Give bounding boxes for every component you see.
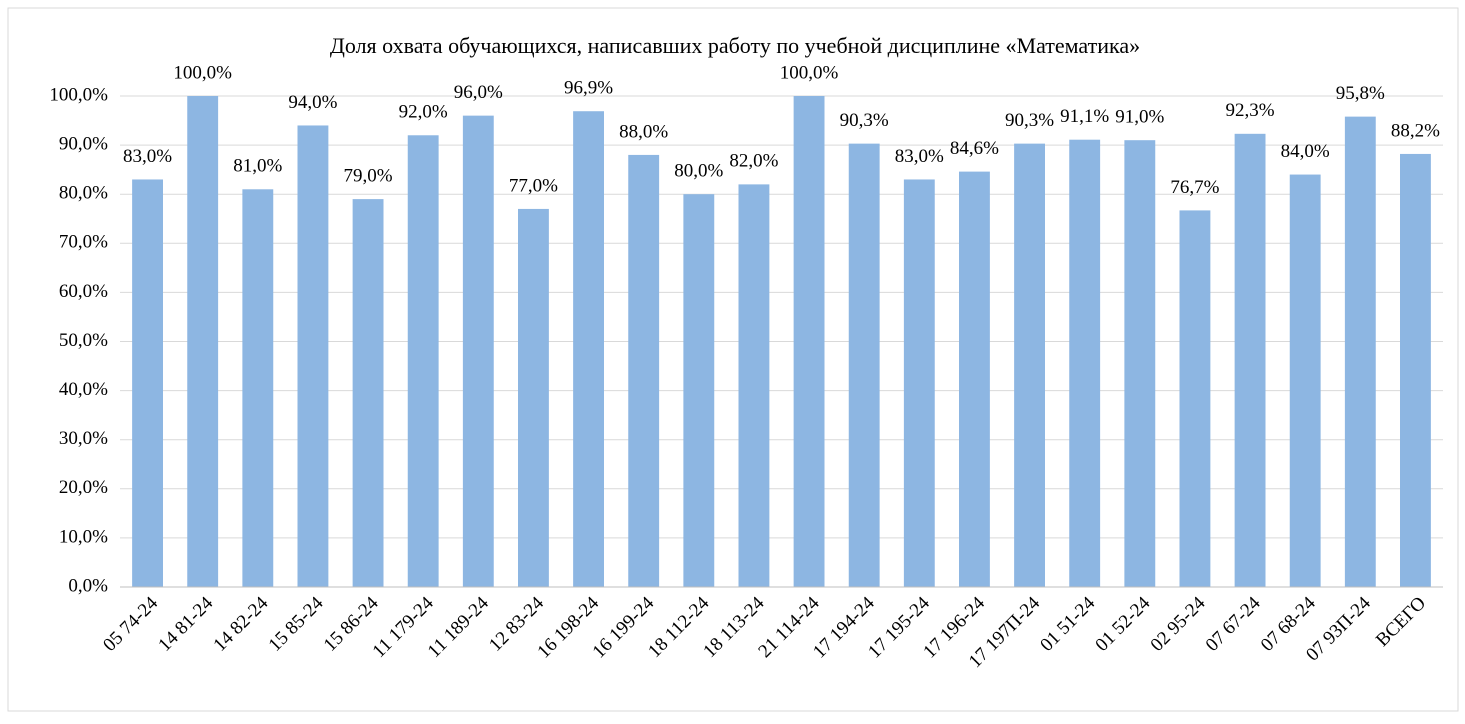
bar: [462, 115, 494, 587]
value-label: 88,0%: [619, 121, 668, 142]
value-label: 84,6%: [950, 138, 999, 159]
value-label: 80,0%: [674, 161, 723, 182]
bar: [297, 125, 329, 588]
y-tick-label: 90,0%: [59, 133, 108, 154]
value-label: 91,0%: [1115, 107, 1164, 128]
value-label: 100,0%: [780, 62, 839, 83]
bar: [573, 111, 604, 587]
bar: [407, 135, 439, 587]
value-label: 81,0%: [233, 156, 282, 177]
bar: [187, 96, 219, 587]
value-label: 83,0%: [123, 146, 172, 167]
value-label: 91,1%: [1060, 106, 1109, 127]
value-label: 83,0%: [895, 146, 944, 167]
bar: [1234, 133, 1266, 587]
chart-title: Доля охвата обучающихся, написавших рабо…: [330, 33, 1140, 58]
bar: [352, 199, 384, 588]
bar: [903, 179, 935, 587]
value-label: 84,0%: [1281, 141, 1330, 162]
value-label: 76,7%: [1170, 177, 1219, 198]
value-label: 96,0%: [454, 82, 503, 103]
bar: [683, 194, 715, 587]
bar: [1179, 210, 1211, 587]
value-label: 90,3%: [1005, 110, 1054, 131]
value-label: 77,0%: [509, 175, 558, 196]
value-label: 94,0%: [288, 92, 337, 113]
bar: [1069, 139, 1101, 587]
value-label: 92,3%: [1226, 100, 1275, 121]
bar: [1400, 153, 1431, 588]
y-tick-label: 0,0%: [68, 575, 108, 596]
y-tick-label: 20,0%: [59, 477, 108, 498]
y-tick-label: 10,0%: [59, 526, 108, 547]
y-tick-label: 80,0%: [59, 183, 108, 204]
y-tick-label: 50,0%: [59, 330, 108, 351]
value-label: 96,9%: [564, 78, 613, 99]
bar: [518, 208, 549, 587]
bar: [1289, 174, 1321, 587]
bar: [793, 96, 825, 587]
y-tick-label: 60,0%: [59, 281, 108, 302]
y-tick-label: 40,0%: [59, 379, 108, 400]
value-label: 82,0%: [729, 151, 778, 172]
bar: [738, 184, 770, 587]
y-tick-label: 100,0%: [49, 84, 108, 105]
bar: [1014, 143, 1045, 587]
value-label: 95,8%: [1336, 83, 1385, 104]
y-tick-label: 70,0%: [59, 232, 108, 253]
bar: [628, 154, 660, 588]
bar: [242, 189, 274, 588]
y-tick-label: 30,0%: [59, 428, 108, 449]
bar: [1124, 140, 1156, 587]
value-label: 100,0%: [173, 62, 232, 83]
value-label: 79,0%: [344, 165, 393, 186]
bar: [132, 179, 163, 587]
bar: [1344, 116, 1376, 587]
value-label: 90,3%: [840, 110, 889, 131]
bar: [959, 171, 990, 587]
value-label: 88,2%: [1391, 120, 1440, 141]
bar: [848, 143, 880, 587]
value-label: 92,0%: [399, 102, 448, 123]
